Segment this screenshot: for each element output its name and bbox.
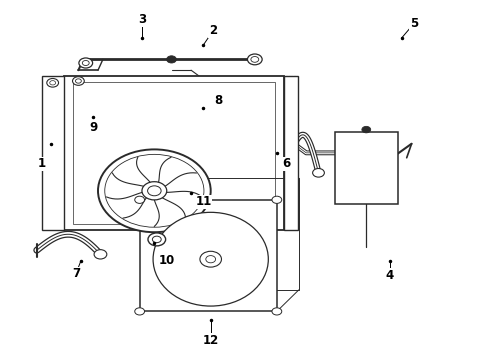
Bar — [284, 76, 298, 230]
Bar — [64, 76, 284, 230]
Circle shape — [135, 196, 145, 203]
Bar — [42, 76, 64, 230]
Circle shape — [152, 236, 161, 243]
Bar — [140, 200, 277, 311]
Text: 7: 7 — [72, 267, 80, 280]
Circle shape — [206, 256, 216, 263]
Circle shape — [247, 54, 262, 65]
FancyBboxPatch shape — [335, 132, 398, 204]
Circle shape — [313, 168, 324, 177]
Circle shape — [50, 81, 56, 85]
Circle shape — [167, 56, 176, 63]
Circle shape — [135, 308, 145, 315]
Circle shape — [75, 79, 81, 83]
Text: 11: 11 — [195, 195, 212, 208]
Text: 6: 6 — [283, 157, 291, 170]
Circle shape — [147, 186, 161, 196]
Circle shape — [79, 58, 93, 68]
Text: 1: 1 — [38, 157, 46, 170]
Text: 10: 10 — [158, 255, 175, 267]
Circle shape — [362, 126, 371, 133]
Text: 12: 12 — [202, 334, 219, 347]
Text: 8: 8 — [214, 94, 222, 107]
Text: 5: 5 — [410, 17, 418, 30]
Circle shape — [105, 154, 204, 227]
Ellipse shape — [153, 212, 269, 306]
Text: 2: 2 — [209, 24, 217, 37]
Circle shape — [251, 57, 259, 62]
Circle shape — [94, 249, 107, 259]
Circle shape — [98, 149, 211, 232]
Circle shape — [47, 78, 59, 87]
Circle shape — [272, 196, 282, 203]
Circle shape — [272, 308, 282, 315]
Circle shape — [148, 233, 166, 246]
Circle shape — [73, 77, 84, 85]
Text: 4: 4 — [386, 269, 393, 282]
Text: 9: 9 — [89, 121, 97, 134]
Circle shape — [142, 182, 167, 200]
Circle shape — [82, 60, 89, 66]
Text: 3: 3 — [138, 13, 146, 26]
Circle shape — [200, 251, 221, 267]
Bar — [73, 82, 275, 224]
